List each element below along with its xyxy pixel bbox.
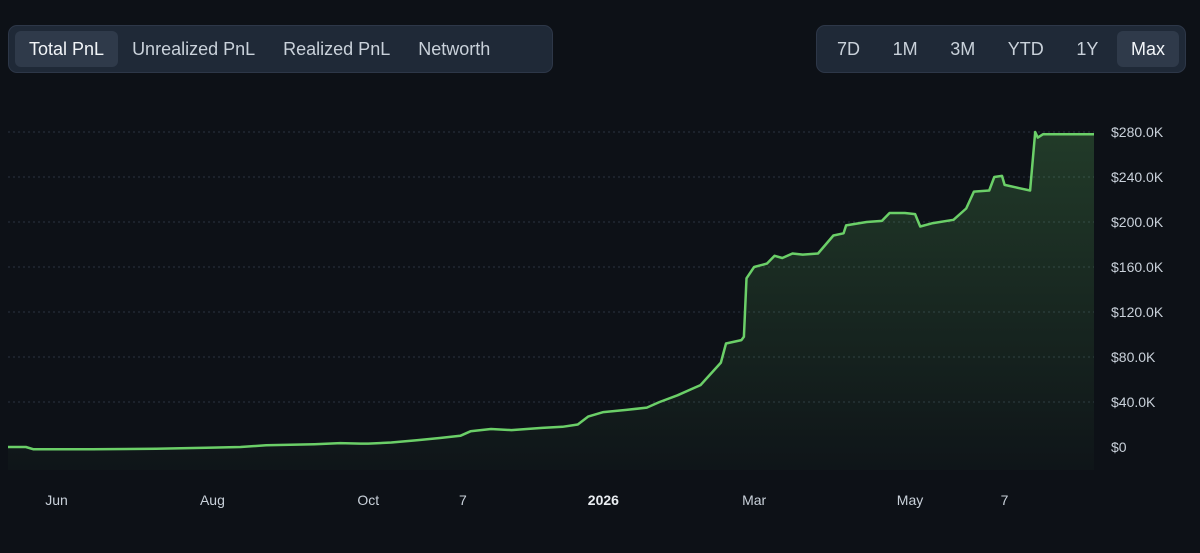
range-3m[interactable]: 3M <box>950 38 976 59</box>
x-tick-label: Jun <box>45 492 68 508</box>
pnl-area-fill <box>8 132 1094 470</box>
range-7d[interactable]: 7D <box>837 38 861 59</box>
y-tick-label: $160.0K <box>1111 259 1164 275</box>
range-1m[interactable]: 1M <box>892 38 918 59</box>
y-axis-ticks: $0 $40.0K $80.0K $120.0K $160.0K $200.0K $240.… <box>1111 124 1164 455</box>
x-tick-label: Oct <box>357 492 379 508</box>
x-tick-label: Aug <box>200 492 225 508</box>
x-tick-label: 7 <box>1001 492 1009 508</box>
y-tick-label: $80.0K <box>1111 349 1156 365</box>
y-tick-label: $40.0K <box>1111 394 1156 410</box>
x-tick-label: 7 <box>459 492 467 508</box>
x-axis-ticks: Jun Aug Oct 7 2026 Mar May 7 <box>45 492 1008 508</box>
range-tab-group: 7D 1M 3M YTD 1Y Max <box>816 25 1186 73</box>
range-1y[interactable]: 1Y <box>1076 38 1099 59</box>
range-max[interactable]: Max <box>1116 31 1179 67</box>
x-tick-label: May <box>897 492 923 508</box>
metric-tab-group: Total PnL Unrealized PnL Realized PnL Ne… <box>8 25 553 73</box>
pnl-line <box>8 130 1094 451</box>
y-tick-label: $240.0K <box>1111 169 1164 185</box>
tab-unrealized-pnl[interactable]: Unrealized PnL <box>132 38 256 59</box>
tab-networth[interactable]: Networth <box>418 38 491 59</box>
y-tick-label: $0 <box>1111 439 1127 455</box>
y-tick-label: $280.0K <box>1111 124 1164 140</box>
x-tick-label: Mar <box>742 492 766 508</box>
range-ytd[interactable]: YTD <box>1007 38 1044 59</box>
tab-realized-pnl[interactable]: Realized PnL <box>283 38 391 59</box>
y-tick-label: $200.0K <box>1111 214 1164 230</box>
y-tick-label: $120.0K <box>1111 304 1164 320</box>
tab-total-pnl[interactable]: Total PnL <box>15 31 119 67</box>
x-tick-label: 2026 <box>588 492 619 508</box>
